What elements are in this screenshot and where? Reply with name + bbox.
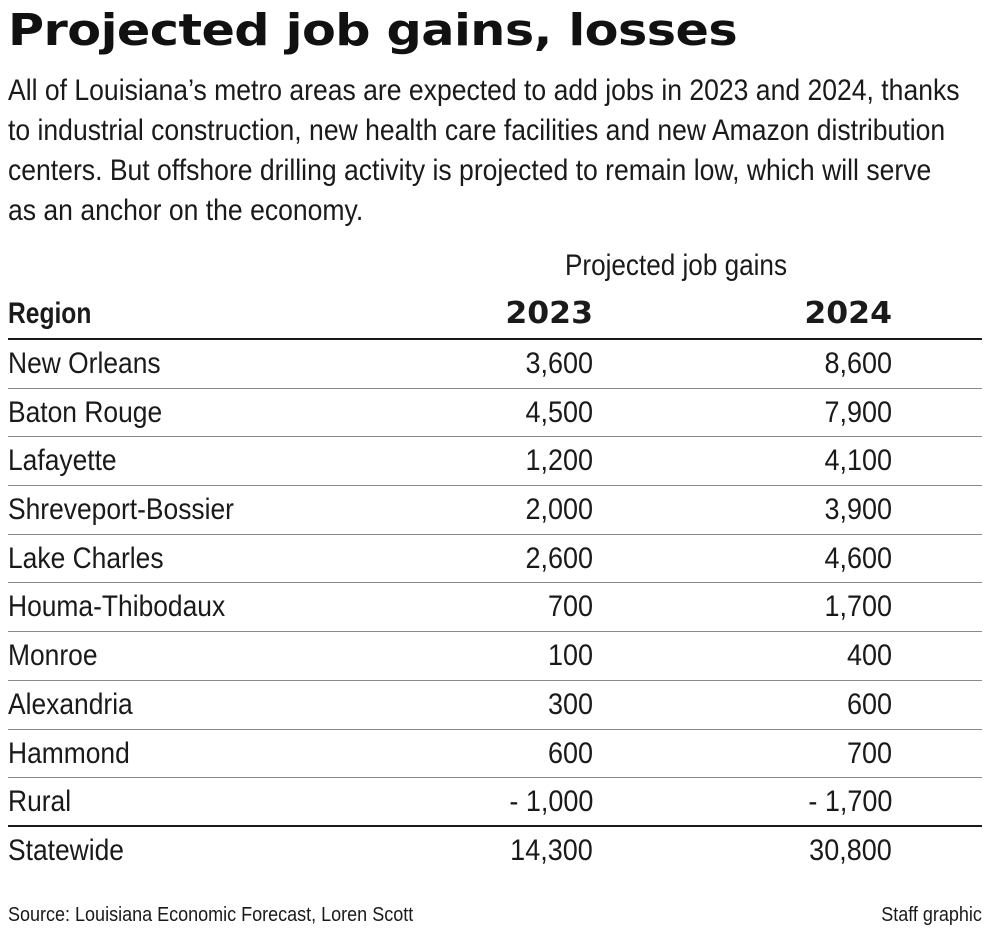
table-row: Alexandria 300 600 (8, 681, 982, 730)
value-2023-cell: 300 (547, 687, 593, 721)
region-cell: Alexandria (8, 687, 133, 721)
value-2023-cell: 2,000 (525, 493, 593, 527)
value-2024-cell: 400 (846, 639, 892, 673)
value-2024-cell: 4,100 (824, 444, 892, 478)
table-row: Hammond 600 700 (8, 730, 982, 779)
region-cell: Monroe (8, 639, 98, 673)
value-2024-cell: 600 (846, 687, 892, 721)
table-row: Lafayette 1,200 4,100 (8, 437, 982, 487)
value-2024-cell: 30,800 (809, 833, 892, 867)
region-cell: Statewide (8, 833, 124, 867)
value-2024-cell: 1,700 (824, 590, 892, 624)
header-rule (8, 338, 982, 340)
region-cell: Lake Charles (8, 541, 164, 575)
value-2024-cell: 3,900 (824, 493, 892, 527)
staff-credit: Staff graphic (881, 904, 982, 926)
table-row-total: Statewide 14,300 30,800 (8, 827, 982, 876)
table-row: Shreveport-Bossier 2,000 3,900 (8, 486, 982, 535)
value-2024-cell: 7,900 (824, 395, 892, 429)
value-2023-cell: 100 (547, 639, 593, 673)
value-2024-cell: 8,600 (824, 347, 892, 380)
value-2023-cell: 700 (547, 590, 593, 624)
table-row: New Orleans 3,600 8,600 (8, 340, 982, 389)
value-2023-cell: 2,600 (525, 541, 593, 575)
value-2024-cell: - 1,700 (807, 785, 892, 819)
value-2024-cell: 4,600 (824, 541, 892, 575)
chart-subtitle: All of Louisiana’s metro areas are expec… (8, 74, 960, 227)
region-cell: Baton Rouge (8, 395, 163, 429)
column-header-region: Region (8, 297, 92, 330)
table-row: Houma-Thibodaux 700 1,700 (8, 583, 982, 633)
region-cell: Shreveport-Bossier (8, 493, 234, 527)
value-2023-cell: - 1,000 (508, 785, 593, 819)
column-group-header: Projected job gains (565, 249, 787, 282)
table-row: Rural - 1,000 - 1,700 (8, 778, 982, 827)
value-2024-cell: 700 (846, 736, 892, 770)
value-2023-cell: 600 (547, 736, 593, 770)
region-cell: Rural (8, 785, 72, 819)
column-header-2023: 2023 (505, 296, 593, 331)
table-row: Lake Charles 2,600 4,600 (8, 535, 982, 584)
table-body: New Orleans 3,600 8,600 Baton Rouge 4,500 7,9… (8, 340, 982, 876)
table-row: Baton Rouge 4,500 7,900 (8, 389, 982, 438)
region-cell: Houma-Thibodaux (8, 590, 226, 624)
value-2023-cell: 4,500 (525, 395, 593, 429)
value-2023-cell: 1,200 (525, 444, 593, 478)
chart-title: Projected job gains, losses (8, 5, 738, 56)
value-2023-cell: 3,600 (525, 347, 593, 380)
table-row: Monroe 100 400 (8, 632, 982, 681)
region-cell: Lafayette (8, 444, 117, 478)
column-header-2024: 2024 (804, 296, 892, 331)
region-cell: Hammond (8, 736, 130, 770)
value-2023-cell: 14,300 (510, 833, 593, 867)
source-note: Source: Louisiana Economic Forecast, Lor… (8, 904, 414, 926)
region-cell: New Orleans (8, 347, 161, 380)
